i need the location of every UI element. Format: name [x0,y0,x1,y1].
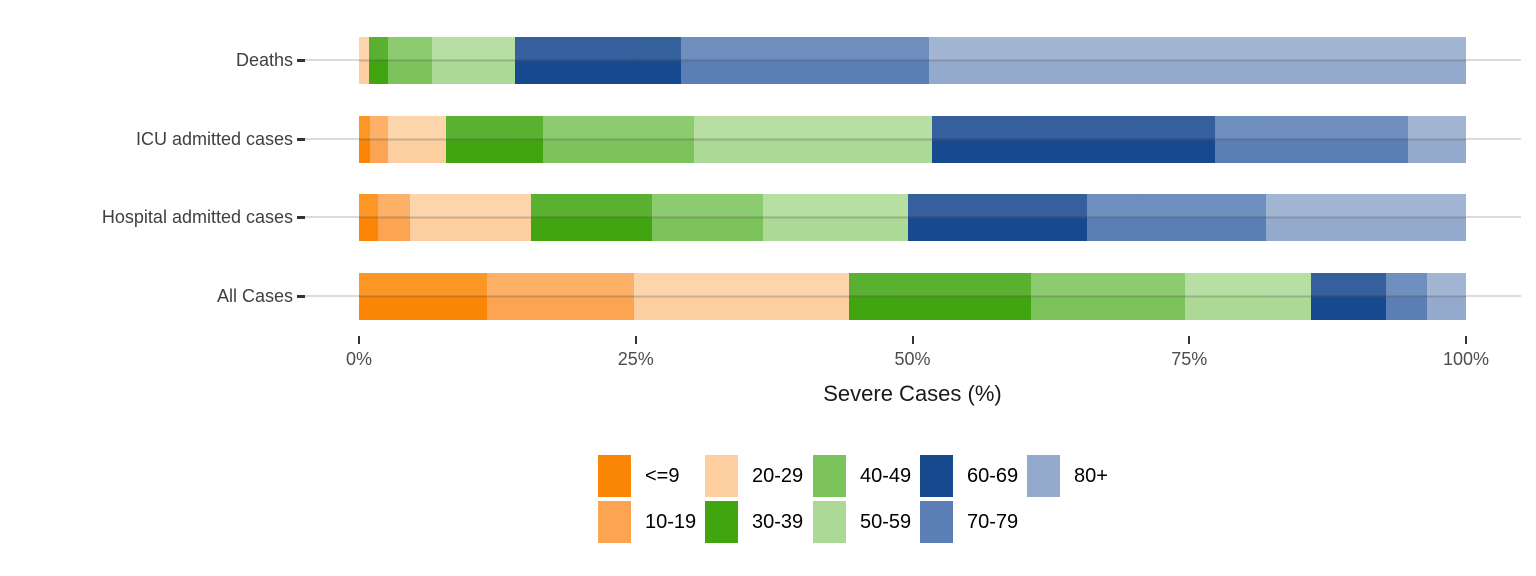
bar-segment [763,193,909,241]
legend-swatch [598,501,631,543]
bar-segment [849,272,1031,320]
bar-segment [932,115,1215,163]
bar-segment [387,36,433,84]
y-axis-tick [297,215,305,219]
x-tick-label: 0% [345,349,372,369]
bar-shade-overlay [359,115,1466,163]
x-tick-label: 25% [617,349,654,369]
bar-segment [908,193,1088,241]
x-axis-tick [358,336,360,344]
x-axis-tick [1465,336,1467,344]
legend-label: 70-79 [967,511,1019,533]
legend-swatch [1027,455,1060,497]
bar-row [359,115,1466,163]
category-label: ICU admitted cases [135,128,293,149]
legend-label: 40-49 [860,465,912,487]
x-tick-label: 50% [894,349,931,369]
bar-segment [1311,272,1387,320]
x-axis-title: Severe Cases (%) [823,381,1002,406]
bar-segment [542,115,695,163]
bar-segment [387,115,447,163]
bar-segment [1030,272,1185,320]
legend-label: 30-39 [752,511,804,533]
x-axis-tick [911,336,914,344]
legend-swatch [705,501,738,543]
category-label: Deaths [235,49,293,70]
legend-swatch [920,501,953,543]
bar-segment [681,36,930,84]
legend-swatch [705,455,738,497]
bar-segment [432,36,516,84]
bar-segment [1184,272,1311,320]
bar-shade-overlay [359,272,1466,320]
bar-segment [487,272,634,320]
bar-segment [409,193,531,241]
x-axis-tick [634,336,637,344]
legend-label: 50-59 [860,511,912,533]
bar-segment [368,36,388,84]
bar-segment [446,115,543,163]
legend-label: 10-19 [645,511,697,533]
bar-segment [1265,193,1466,241]
bar-segment [377,193,410,241]
bar-segment [359,36,369,84]
legend-label: 80+ [1074,465,1108,487]
legend-swatch [598,455,631,497]
y-axis-tick [297,294,305,298]
bar-row [359,193,1466,241]
bar-segment [1386,272,1428,320]
x-tick-label: 75% [1171,349,1208,369]
x-axis-tick [1188,336,1191,344]
bar-segment [694,115,933,163]
bar-row [359,272,1466,320]
y-axis-tick [297,58,305,62]
y-axis-tick [297,137,305,141]
bar-segment [1427,272,1466,320]
bar-segment [530,193,653,241]
category-label: Hospital admitted cases [101,206,293,227]
legend-swatch [813,501,846,543]
bar-segment [359,115,371,163]
category-label: All Cases [216,285,293,306]
bar-shade-overlay [359,36,1466,84]
bar-segment [1087,193,1266,241]
bar-segment [515,36,682,84]
legend-swatch [813,455,846,497]
bar-segment [633,272,850,320]
bar-segment [652,193,764,241]
bar-row [359,36,1466,84]
legend-label: <=9 [645,465,680,487]
bar-segment [929,36,1466,84]
bar-segment [1408,115,1466,163]
bar-segment [359,272,488,320]
legend-label: 60-69 [967,465,1019,487]
legend-swatch [920,455,953,497]
bar-segment [359,193,378,241]
bar-segment [1214,115,1409,163]
bar-segment [370,115,388,163]
legend-label: 20-29 [752,465,804,487]
x-tick-label: 100% [1442,349,1490,369]
bar-shade-overlay [359,193,1466,241]
